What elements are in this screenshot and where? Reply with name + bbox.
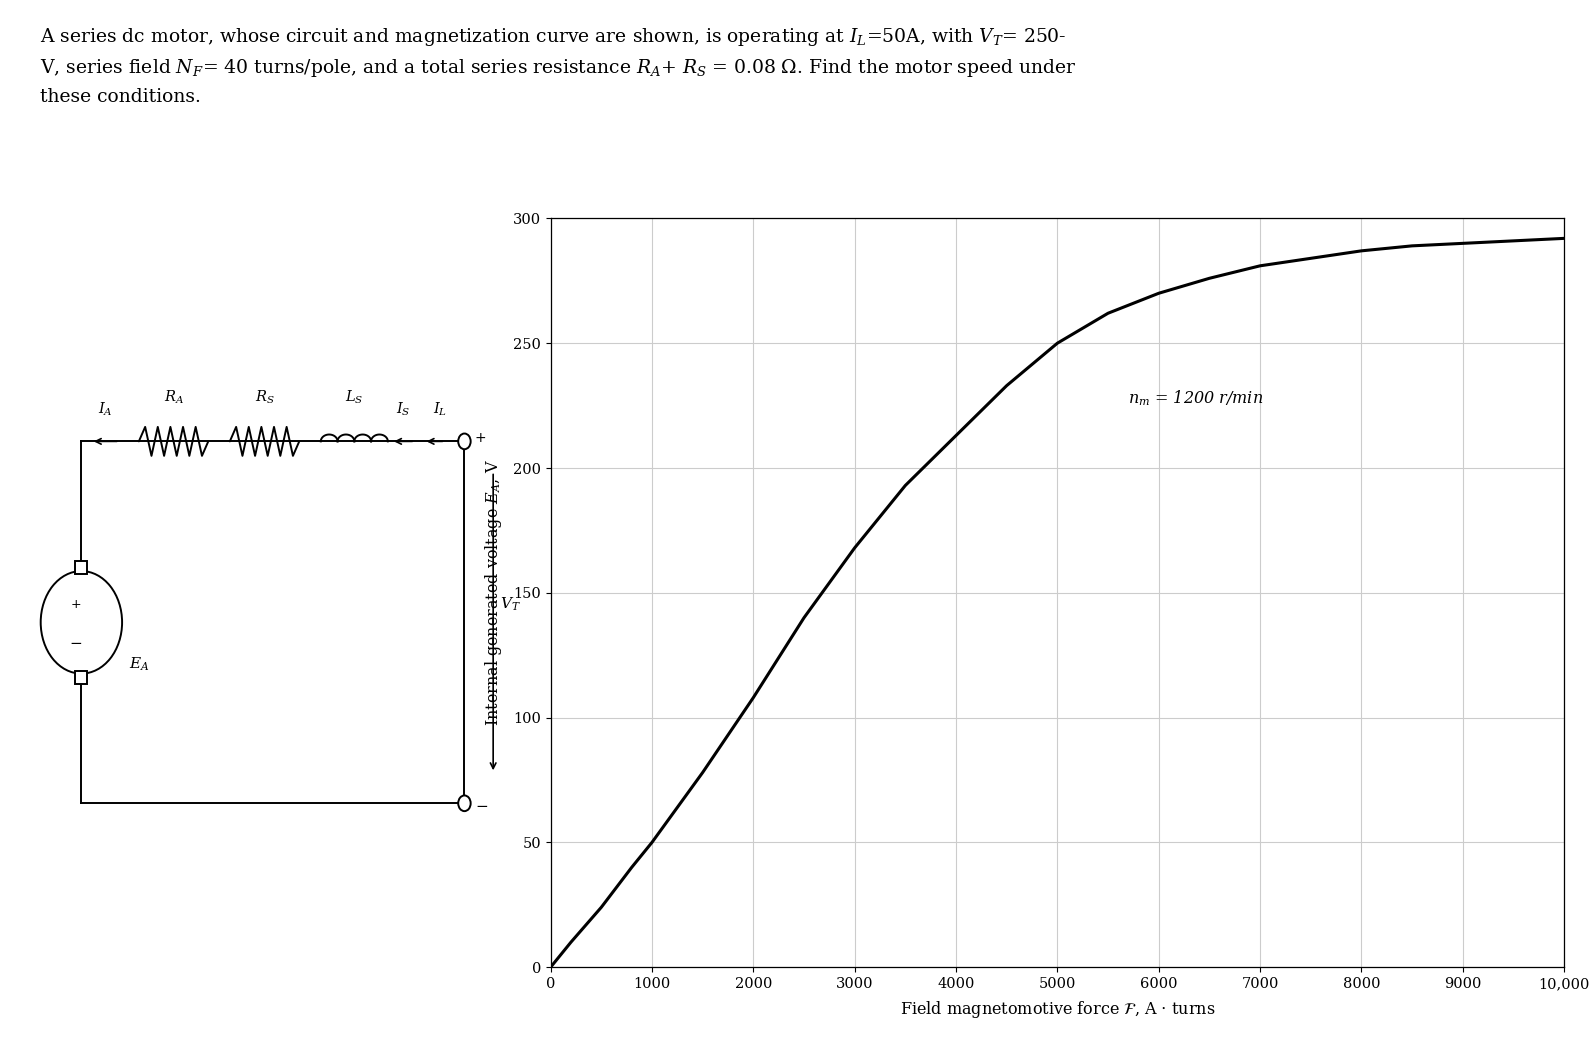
Bar — [75, 561, 88, 574]
Circle shape — [458, 434, 471, 449]
X-axis label: Field magnetomotive force $\mathcal{F}$, A $\cdot$ turns: Field magnetomotive force $\mathcal{F}$,… — [900, 999, 1215, 1020]
Text: $I_A$: $I_A$ — [97, 401, 113, 418]
Text: −: − — [476, 799, 488, 814]
Text: $L_S$: $L_S$ — [345, 389, 364, 407]
Text: $V_T$: $V_T$ — [501, 596, 520, 613]
Text: $R_A$: $R_A$ — [163, 389, 184, 407]
Text: +: + — [70, 598, 81, 610]
Text: $R_S$: $R_S$ — [255, 389, 275, 407]
Text: $I_L$: $I_L$ — [434, 401, 447, 418]
Text: A series dc motor, whose circuit and magnetization curve are shown, is operating: A series dc motor, whose circuit and mag… — [40, 26, 1066, 48]
Text: these conditions.: these conditions. — [40, 88, 201, 106]
Y-axis label: Internal generated voltage $E_A$, V: Internal generated voltage $E_A$, V — [484, 460, 504, 726]
Text: −: − — [69, 635, 81, 651]
Circle shape — [458, 796, 471, 811]
Text: $n_m$ = 1200 r/min: $n_m$ = 1200 r/min — [1128, 388, 1264, 408]
Text: $I_S$: $I_S$ — [396, 401, 410, 418]
Text: +: + — [476, 432, 487, 445]
Text: $E_A$: $E_A$ — [129, 656, 150, 673]
Text: V, series field $N_F$= 40 turns/pole, and a total series resistance $R_A$+ $R_S$: V, series field $N_F$= 40 turns/pole, an… — [40, 57, 1077, 79]
Bar — [75, 671, 88, 684]
